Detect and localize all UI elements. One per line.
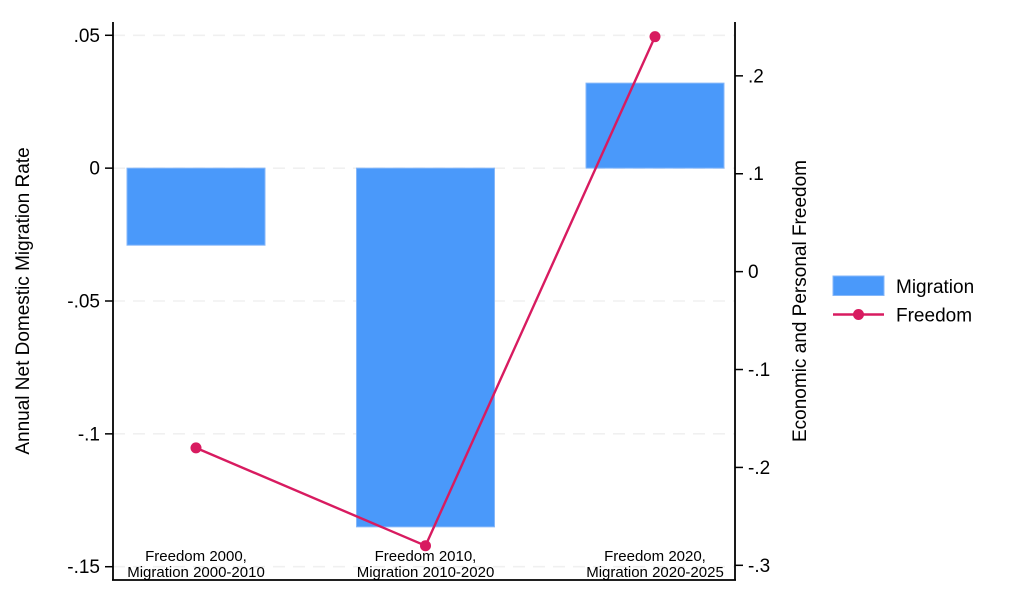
x-category-label-line2: Migration 2010-2020 — [357, 564, 495, 581]
left-axis-tick-label: .05 — [74, 26, 100, 47]
migration-bar — [585, 82, 725, 169]
left-axis-tick-label: -.1 — [78, 424, 100, 445]
freedom-point — [420, 540, 431, 552]
left-axis-tick-label: -.15 — [67, 557, 100, 578]
right-axis-tick-label: .2 — [748, 66, 764, 87]
freedom-point — [649, 31, 661, 43]
freedom-point — [190, 442, 202, 454]
left-axis-tick-label: 0 — [89, 159, 100, 180]
x-category-label-line1: Freedom 2010, — [375, 548, 477, 565]
right-axis-tick-label: 0 — [748, 262, 759, 283]
legend-label-freedom: Freedom — [896, 306, 972, 327]
migration-bar — [356, 167, 495, 528]
x-category-label-line1: Freedom 2020, — [604, 548, 706, 565]
right-axis-tick-label: .1 — [748, 164, 764, 185]
legend-freedom-marker-swatch — [853, 309, 864, 320]
right-axis-tick-label: -.3 — [748, 556, 770, 577]
right-axis-tick-label: -.1 — [748, 360, 770, 381]
x-category-label-line1: Freedom 2000, — [145, 548, 247, 565]
legend-label-migration: Migration — [896, 277, 974, 298]
right-axis-title: Economic and Personal Freedom — [790, 160, 811, 442]
x-category-label-line2: Migration 2020-2025 — [586, 564, 724, 581]
legend-migration-swatch — [832, 275, 885, 296]
left-axis-tick-label: -.05 — [67, 292, 100, 313]
left-axis-title: Annual Net Domestic Migration Rate — [13, 147, 34, 454]
migration-bar — [126, 167, 266, 246]
x-category-label-line2: Migration 2000-2010 — [127, 564, 265, 581]
right-axis-tick-label: -.2 — [748, 458, 770, 479]
